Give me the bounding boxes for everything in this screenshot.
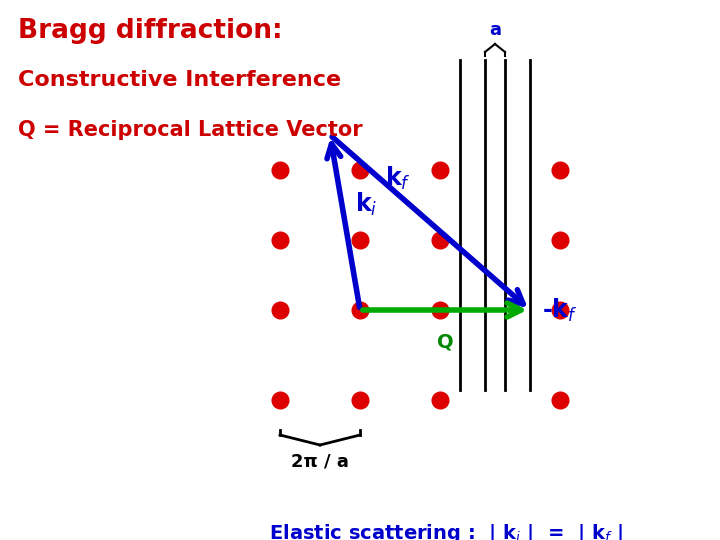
Text: Constructive Interference: Constructive Interference (18, 70, 341, 90)
Text: Q = Reciprocal Lattice Vector: Q = Reciprocal Lattice Vector (18, 120, 363, 140)
Text: Elastic scattering :  | k$_i$ |  =  | k$_f$ |: Elastic scattering : | k$_i$ | = | k$_f$… (269, 522, 624, 540)
Text: 2π / a: 2π / a (291, 453, 349, 471)
Text: a: a (489, 21, 501, 39)
Text: k$_i$: k$_i$ (355, 190, 377, 218)
Text: k$_f$: k$_f$ (385, 165, 411, 192)
Text: Bragg diffraction:: Bragg diffraction: (18, 18, 283, 44)
Text: Q: Q (437, 332, 454, 351)
Text: -k$_f$: -k$_f$ (542, 296, 577, 323)
